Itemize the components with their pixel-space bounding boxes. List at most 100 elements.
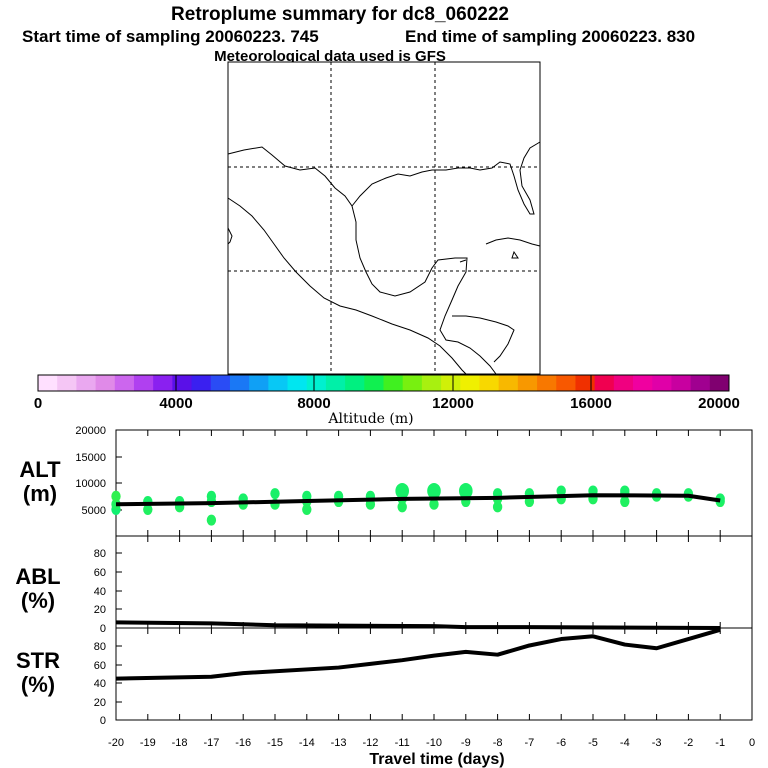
x-tick-label: -4	[620, 737, 630, 749]
colorbar-cell	[306, 375, 327, 391]
x-tick-label: -16	[235, 737, 251, 749]
str-y-tick: 80	[94, 641, 106, 653]
colorbar-cell	[690, 375, 711, 391]
colorbar-cell	[479, 375, 500, 391]
coastline-honduras	[452, 315, 515, 363]
alt-plume-point	[143, 504, 153, 515]
str-y-tick: 60	[94, 660, 106, 672]
colorbar-tick-label: 12000	[432, 395, 474, 412]
colorbar-cell	[76, 375, 97, 391]
alt-y-tick: 5000	[82, 505, 106, 517]
colorbar-cell	[325, 375, 346, 391]
x-tick-label: -9	[461, 737, 471, 749]
colorbar-tick-label: 4000	[159, 395, 192, 412]
alt-plume-point	[270, 488, 280, 500]
alt-mean-line	[115, 493, 721, 507]
colorbar-cell	[594, 375, 615, 391]
colorbar-cell	[249, 375, 269, 391]
colorbar-cell	[133, 375, 154, 391]
alt-plume-point	[397, 501, 407, 513]
colorbar-cell	[441, 375, 461, 391]
alt-plume-point	[620, 496, 630, 508]
alt-plume-point	[556, 485, 566, 497]
x-tick-label: -14	[299, 737, 315, 749]
x-tick-label: -18	[172, 737, 188, 749]
alt-panel-unit: (m)	[23, 481, 57, 506]
str-y-tick: 40	[94, 678, 106, 690]
colorbar-cell	[421, 375, 442, 391]
colorbar-cell	[498, 375, 519, 391]
colorbar-cell	[613, 375, 634, 391]
coastline-baja	[227, 227, 233, 245]
colorbar-cell	[153, 375, 173, 391]
x-tick-label: -1	[715, 737, 725, 749]
x-axis-label: Travel time (days)	[369, 751, 504, 768]
x-tick-label: -20	[108, 737, 124, 749]
abl-y-tick: 60	[94, 567, 106, 579]
coastline-north-america	[227, 146, 497, 375]
alt-y-tick: 20000	[75, 425, 106, 437]
colorbar-tick-label: 20000	[698, 395, 740, 412]
abl-y-tick: 80	[94, 548, 106, 560]
coastline-cuba	[459, 237, 541, 263]
x-tick-label: -6	[556, 737, 566, 749]
colorbar-cell	[57, 375, 77, 391]
altitude-colorbar: 0 4000 8000 12000 16000 20000 Altitude (…	[34, 374, 740, 427]
x-tick-label: -2	[684, 737, 694, 749]
alt-plume-point	[302, 504, 312, 515]
colorbar-cell	[575, 375, 596, 391]
str-y-tick: 20	[94, 697, 106, 709]
x-tick-label: 0	[749, 737, 755, 749]
colorbar-cell	[709, 375, 730, 391]
x-tick-label: -8	[493, 737, 503, 749]
colorbar-cell	[364, 375, 384, 391]
alt-plume-point	[206, 514, 217, 526]
colorbar-cell	[537, 375, 557, 391]
colorbar-cell	[556, 375, 576, 391]
colorbar-axis-label: Altitude (m)	[327, 411, 413, 427]
met-data-label: Meteorological data used is GFS	[214, 48, 446, 65]
alt-panel-label: ALT	[19, 457, 61, 482]
colorbar-cell	[517, 375, 538, 391]
str-panel-label: STR	[16, 648, 60, 673]
str-y-tick: 0	[100, 715, 106, 727]
coastline-pacific	[227, 197, 467, 375]
colorbar-frame	[37, 374, 730, 392]
alt-plume-point	[395, 482, 410, 499]
colorbar-cell	[671, 375, 692, 391]
x-tick-label: -7	[525, 737, 535, 749]
colorbar-cell	[210, 375, 231, 391]
x-tick-label: -19	[140, 737, 156, 749]
abl-line	[115, 620, 721, 630]
alt-y-tick: 10000	[75, 478, 106, 490]
alt-y-tick: 15000	[75, 452, 106, 464]
colorbar-cell	[268, 375, 289, 391]
abl-y-tick: 40	[94, 586, 106, 598]
alt-plume-point	[111, 490, 121, 502]
colorbar-cell	[229, 375, 250, 391]
main-title: Retroplume summary for dc8_060222	[171, 4, 509, 25]
colorbar-cell	[633, 375, 653, 391]
alt-plume-point	[459, 482, 473, 499]
map-panel	[227, 61, 541, 375]
alt-plume-point	[427, 482, 441, 499]
colorbar-cell	[172, 375, 193, 391]
colorbar-tick-label: 0	[34, 395, 42, 412]
x-tick-label: -17	[203, 737, 219, 749]
y-tick-marks	[116, 429, 122, 703]
colorbar-tick-label: 16000	[570, 395, 612, 412]
colorbar-cell	[114, 375, 135, 391]
colorbar-cell	[38, 375, 58, 391]
coastline-gulf	[351, 141, 541, 215]
colorbar-cell	[345, 375, 365, 391]
abl-y-tick: 0	[100, 623, 106, 635]
x-tick-label: -3	[652, 737, 662, 749]
x-tick-label: -13	[331, 737, 347, 749]
colorbar-cell	[402, 375, 423, 391]
alt-plume-point	[429, 498, 439, 510]
str-panel-unit: (%)	[21, 672, 55, 697]
alt-plume-point	[492, 501, 503, 513]
colorbar-cell	[191, 375, 212, 391]
abl-panel-label: ABL	[15, 564, 60, 589]
